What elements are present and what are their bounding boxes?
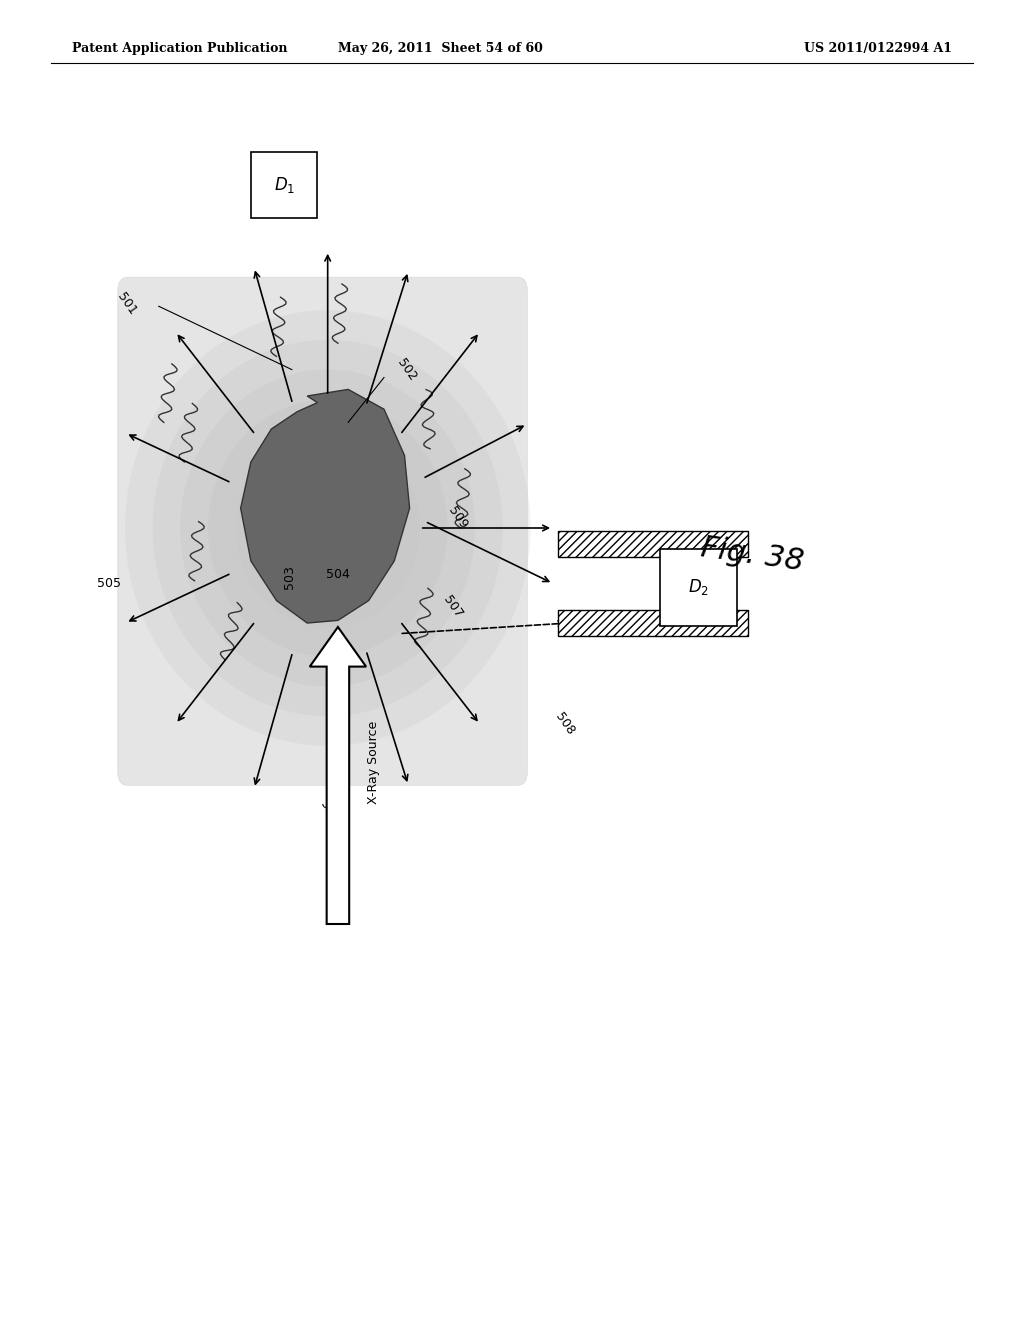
- Text: 507: 507: [440, 594, 465, 620]
- Text: 505: 505: [97, 577, 121, 590]
- Text: 501: 501: [115, 290, 139, 317]
- Ellipse shape: [153, 339, 503, 715]
- Ellipse shape: [236, 429, 420, 627]
- Bar: [558, 610, 748, 636]
- Bar: [251, 152, 317, 218]
- Text: $D_1$: $D_1$: [273, 174, 295, 195]
- Text: 502: 502: [394, 356, 419, 383]
- Text: 503: 503: [284, 565, 296, 589]
- Text: $D_2$: $D_2$: [688, 577, 710, 598]
- Text: Patent Application Publication: Patent Application Publication: [72, 42, 287, 55]
- Polygon shape: [241, 389, 410, 623]
- Bar: [558, 610, 748, 636]
- Ellipse shape: [180, 370, 475, 686]
- Text: 506: 506: [317, 799, 342, 825]
- Ellipse shape: [125, 310, 530, 746]
- FancyBboxPatch shape: [118, 277, 527, 785]
- Bar: [660, 549, 737, 626]
- Bar: [558, 531, 748, 557]
- Text: 509: 509: [445, 504, 470, 531]
- Text: May 26, 2011  Sheet 54 of 60: May 26, 2011 Sheet 54 of 60: [338, 42, 543, 55]
- FancyArrow shape: [309, 627, 367, 924]
- Bar: [558, 531, 748, 557]
- Text: X-Ray Source: X-Ray Source: [367, 721, 380, 804]
- Text: US 2011/0122994 A1: US 2011/0122994 A1: [804, 42, 952, 55]
- Text: Fig. 38: Fig. 38: [699, 533, 806, 576]
- Text: 508: 508: [553, 710, 578, 737]
- Ellipse shape: [208, 399, 447, 657]
- Text: 504: 504: [326, 568, 349, 581]
